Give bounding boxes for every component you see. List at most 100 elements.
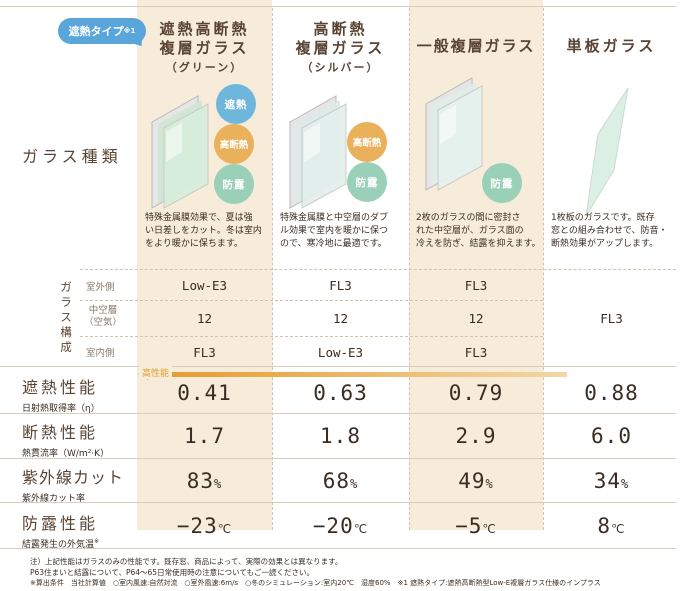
column-title-1: 遮熱高断熱 複層ガラス （グリーン） [137, 20, 272, 77]
indoor-side-label: 室内側 [86, 348, 115, 359]
glass-config-char: 成 [60, 340, 72, 354]
glass-config-char: ス [60, 310, 72, 324]
uv-cut-unit: % [350, 477, 359, 491]
metric-subtitle: 紫外線カット率 [22, 494, 86, 504]
uv-cut-unit: % [214, 477, 223, 491]
glass-config-char: ガ [60, 280, 72, 294]
uv-cut-value-4: 34% [543, 469, 680, 493]
heat-shield-value-4: 0.88 [584, 381, 639, 405]
column-bg-4 [543, 0, 680, 530]
section-rule [0, 548, 676, 549]
outdoor-glass-2: FL3 [329, 278, 352, 293]
insulation-value-2: 1.8 [320, 424, 361, 448]
uv-cut-number: 68 [322, 469, 351, 493]
description-line: 窓との組み合わせで、防音・ [551, 226, 668, 236]
outdoor-side-label: 室外側 [86, 282, 115, 293]
dew-temp-value-1: −23℃ [137, 514, 272, 538]
air-layer-3: 12 [468, 311, 484, 326]
column-description-3: 2枚のガラスの間に密封さ れた中空層が、ガラス面の 冷えを防ぎ、結露を抑えます。 [416, 212, 544, 251]
metric-subtitle: 結露発生の外気温※ [22, 537, 99, 550]
uv-cut-number: 49 [458, 469, 486, 493]
description-line: 特殊金属膜効果で、夏は強 [145, 213, 253, 223]
uv-cut-number: 34 [593, 469, 622, 493]
column-title-4: 単板ガラス [543, 37, 680, 56]
glass-type-label: ガラス種類 [22, 147, 122, 166]
air-layer-line: （空気） [84, 317, 123, 328]
description-line: 1枚板のガラスです。既存 [551, 213, 655, 223]
insulation-value-4: 6.0 [591, 424, 632, 448]
column-description-2: 特殊金属膜と中空層のダブ ル効果で室内を暖かに保つ ので、寒冷地に最適です。 [280, 212, 408, 251]
high-performance-arrow [147, 372, 567, 377]
description-line: 冷えを防ぎ、結露を抑えます。 [416, 239, 541, 249]
composition-divider [80, 336, 543, 337]
metric-title: 紫外線カット [22, 468, 125, 487]
dew-temp-number: −20 [312, 514, 354, 538]
section-rule [0, 413, 676, 414]
insulation-value-3: 2.9 [455, 424, 497, 448]
metric-label-heat-shield: 遮熱性能 日射熱取得率（η） [22, 374, 100, 414]
feature-high-insulation-badge: 高断熱 [347, 122, 387, 162]
single-glass-composition: FL3 [600, 311, 623, 326]
feature-anti-condensation-badge: 防露 [482, 163, 522, 203]
title-line: 高断熱 [313, 20, 368, 38]
badge-label: 遮熱タイプ [68, 25, 124, 38]
metric-subtitle-mark: ※ [94, 538, 100, 545]
metric-title: 断熱性能 [22, 423, 99, 442]
column-bg-2 [272, 0, 409, 530]
outdoor-glass-1: Low-E3 [181, 278, 228, 293]
uv-cut-value-3: 49% [409, 469, 543, 493]
insulation-value-1: 1.7 [184, 424, 225, 448]
composition-divider [80, 269, 676, 270]
description-line: をより暖かに保ちます。 [145, 239, 243, 249]
description-line: 断熱効果がアップします。 [551, 239, 659, 249]
outdoor-glass-3: FL3 [464, 278, 488, 293]
glass-config-label: ガ ラ ス 構 成 [58, 280, 74, 355]
footnote: P63住まいと結露について、P64〜65日常使用時の注意についてもご一読ください… [30, 568, 314, 577]
uv-cut-value-2: 68% [272, 469, 409, 493]
uv-cut-number: 83 [186, 469, 215, 493]
uv-cut-unit: % [485, 477, 494, 491]
title-subtitle: （グリーン） [165, 61, 244, 74]
feature-high-insulation-badge: 高断熱 [214, 124, 254, 164]
dew-temp-unit: ℃ [217, 522, 233, 536]
description-line: い日差しをカット。冬は室内 [145, 226, 262, 236]
composition-divider [80, 300, 543, 301]
metric-subtitle: 日射熱取得率（η） [22, 404, 100, 414]
description-line: 2枚のガラスの間に密封さ [416, 213, 521, 223]
double-glass-silver-image [289, 95, 347, 209]
title-line: 一般複層ガラス [416, 37, 536, 55]
metric-label-uv-cut: 紫外線カット 紫外線カット率 [22, 464, 124, 504]
title-line: 遮熱高断熱 [159, 20, 250, 38]
section-rule [0, 458, 676, 459]
section-rule [0, 366, 676, 367]
air-layer-1: 12 [196, 311, 213, 326]
description-line: ので、寒冷地に最適です。 [280, 239, 387, 249]
indoor-glass-3: FL3 [464, 345, 488, 360]
column-description-4: 1枚板のガラスです。既存 窓との組み合わせで、防音・ 断熱効果がアップします。 [551, 212, 679, 251]
dew-temp-value-2: −20℃ [272, 514, 409, 538]
high-performance-label: 高性能 [139, 366, 173, 379]
title-subtitle: （シルバー） [301, 61, 380, 74]
heat-shield-badge: 遮熱タイプ ※1 [58, 18, 146, 44]
heat-shield-value-2: 0.63 [313, 381, 368, 405]
footnote: 注）上記性能はガラスのみの性能です。既存窓、商品によって、実際の効果とは異なりま… [30, 557, 343, 566]
section-rule [0, 502, 676, 503]
metric-title: 遮熱性能 [22, 378, 99, 397]
double-glass-green-image [151, 95, 209, 209]
metric-title: 防露性能 [22, 514, 99, 533]
uv-cut-value-1: 83% [137, 469, 272, 493]
glass-config-char: 構 [60, 325, 72, 339]
heat-shield-value-3: 0.79 [448, 381, 504, 405]
indoor-glass-1: FL3 [193, 345, 216, 360]
uv-cut-unit: % [621, 477, 630, 491]
metric-subtitle-text: 結露発生の外気温 [22, 540, 95, 550]
description-line: 特殊金属膜と中空層のダブ [280, 213, 389, 223]
metric-subtitle: 熱貫流率（W/m²·K） [22, 449, 110, 459]
description-line: れた中空層が、ガラス面の [416, 226, 524, 236]
dew-temp-unit: ℃ [482, 522, 497, 536]
badge-mark: ※1 [123, 27, 136, 35]
column-title-3: 一般複層ガラス [409, 37, 543, 56]
feature-anti-condensation-badge: 防露 [347, 162, 387, 202]
air-layer-label: 中空層 （空気） [84, 305, 122, 329]
heat-shield-value-1: 0.41 [177, 381, 232, 405]
